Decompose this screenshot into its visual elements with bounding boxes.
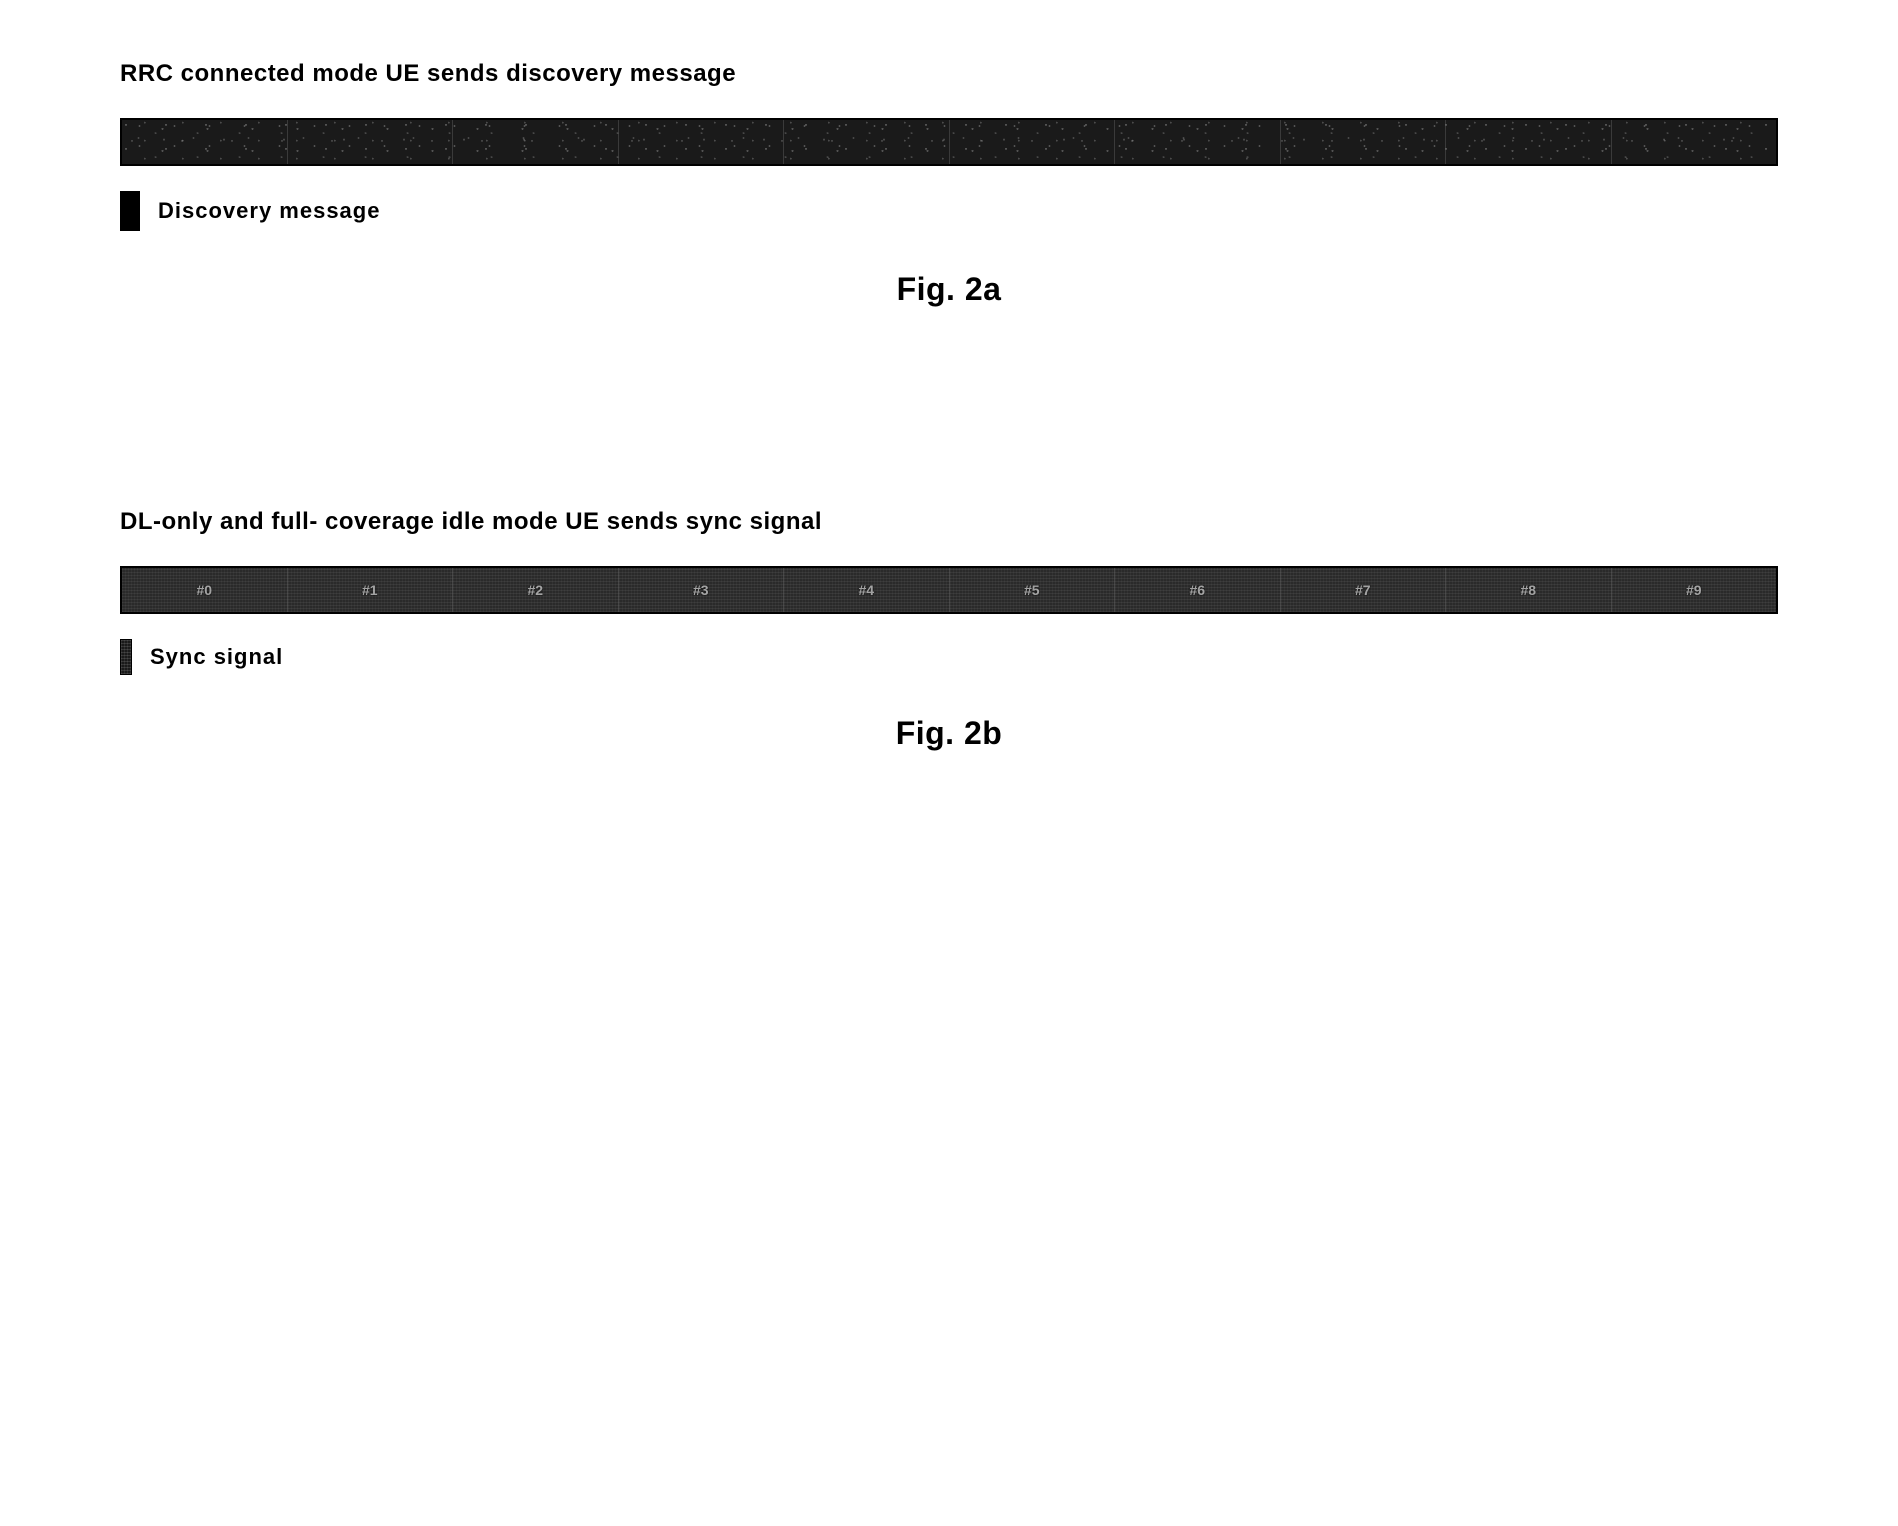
frame-cell (949, 120, 1115, 164)
frame-cell (452, 120, 618, 164)
frame-cell: #4 (783, 568, 949, 612)
frame-cell (1611, 120, 1777, 164)
frame-cell: #7 (1280, 568, 1446, 612)
frame-cell (1114, 120, 1280, 164)
frame-cell: #1 (287, 568, 453, 612)
frame-cell: #5 (949, 568, 1115, 612)
frame-cell: #3 (618, 568, 784, 612)
figure-2b-legend: Sync signal (120, 639, 1778, 675)
frame-cell (783, 120, 949, 164)
frame-cell (618, 120, 784, 164)
figure-2a-frame-bar (120, 118, 1778, 166)
frame-cell: #2 (452, 568, 618, 612)
sync-signal-swatch (120, 639, 132, 675)
frame-cell: #9 (1611, 568, 1777, 612)
figure-2b-frame-bar: #0 #1 #2 #3 #4 #5 #6 #7 #8 #9 (120, 566, 1778, 614)
figure-2b-caption: Fig. 2b (120, 715, 1778, 752)
figure-2a-caption: Fig. 2a (120, 271, 1778, 308)
frame-cell (122, 120, 287, 164)
figure-2b-title: DL-only and full- coverage idle mode UE … (120, 508, 1778, 536)
frame-cell: #8 (1445, 568, 1611, 612)
figure-2a-title: RRC connected mode UE sends discovery me… (120, 60, 1778, 88)
sync-signal-label: Sync signal (150, 644, 283, 670)
discovery-message-swatch (120, 191, 140, 231)
figure-2b: DL-only and full- coverage idle mode UE … (120, 508, 1778, 752)
frame-cell: #6 (1114, 568, 1280, 612)
frame-cell (287, 120, 453, 164)
frame-cell: #0 (122, 568, 287, 612)
frame-cell (1445, 120, 1611, 164)
figure-2a-legend: Discovery message (120, 191, 1778, 231)
frame-cell (1280, 120, 1446, 164)
figure-2a: RRC connected mode UE sends discovery me… (120, 60, 1778, 308)
discovery-message-label: Discovery message (158, 198, 380, 224)
